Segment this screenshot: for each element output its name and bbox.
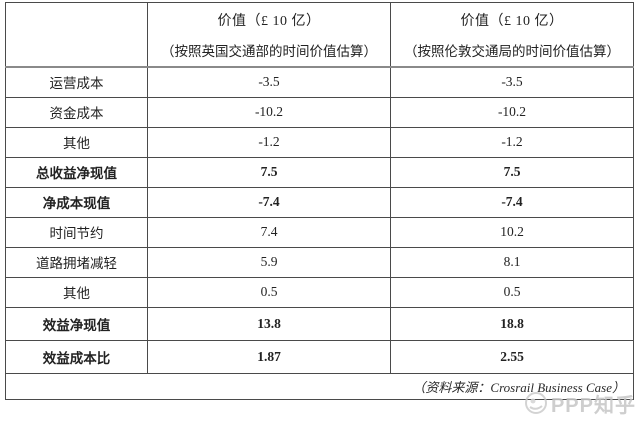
table-header-row: 价值（£ 10 亿） （按照英国交通部的时间价值估算） 价值（£ 10 亿） （…: [5, 2, 634, 68]
row-value-dft: 7.4: [147, 216, 391, 248]
row-value-tfl: -1.2: [390, 126, 634, 158]
row-value-tfl: 0.5: [390, 276, 634, 308]
row-label: 效益成本比: [5, 339, 148, 374]
row-value-dft: -3.5: [147, 66, 391, 98]
row-value-tfl: 2.55: [390, 339, 634, 374]
row-label: 净成本现值: [5, 186, 148, 218]
row-value-dft: 1.87: [147, 339, 391, 374]
header-dft-subtitle: （按照英国交通部的时间价值估算）: [161, 43, 377, 59]
row-value-dft: 0.5: [147, 276, 391, 308]
header-dft-column: 价值（£ 10 亿） （按照英国交通部的时间价值估算）: [147, 2, 391, 68]
header-tfl-subtitle: （按照伦敦交通局的时间价值估算）: [404, 43, 620, 59]
table-row: 道路拥堵减轻 5.9 8.1: [5, 246, 634, 278]
row-label: 其他: [5, 126, 148, 158]
cost-benefit-table: 价值（£ 10 亿） （按照英国交通部的时间价值估算） 价值（£ 10 亿） （…: [5, 2, 634, 400]
table-row: 效益净现值 13.8 18.8: [5, 306, 634, 341]
row-value-tfl: 7.5: [390, 156, 634, 188]
row-value-dft: -1.2: [147, 126, 391, 158]
row-label: 道路拥堵减轻: [5, 246, 148, 278]
table-row: 时间节约 7.4 10.2: [5, 216, 634, 248]
header-tfl-column: 价值（£ 10 亿） （按照伦敦交通局的时间价值估算）: [390, 2, 634, 68]
table-row: 其他 0.5 0.5: [5, 276, 634, 308]
row-value-dft: 5.9: [147, 246, 391, 278]
table-row: 总收益净现值 7.5 7.5: [5, 156, 634, 188]
row-value-tfl: -7.4: [390, 186, 634, 218]
table-row: 效益成本比 1.87 2.55: [5, 339, 634, 374]
row-value-dft: -10.2: [147, 96, 391, 128]
row-label: 其他: [5, 276, 148, 308]
row-label: 运营成本: [5, 66, 148, 98]
row-value-tfl: 10.2: [390, 216, 634, 248]
row-label: 资金成本: [5, 96, 148, 128]
row-label: 总收益净现值: [5, 156, 148, 188]
watermark-text: PPP知乎: [550, 394, 636, 417]
row-value-tfl: -10.2: [390, 96, 634, 128]
table-row: 运营成本 -3.5 -3.5: [5, 66, 634, 98]
table-row: 资金成本 -10.2 -10.2: [5, 96, 634, 128]
watermark-logo-icon: [524, 391, 548, 420]
row-value-tfl: 8.1: [390, 246, 634, 278]
header-corner-cell: [5, 2, 148, 68]
row-label: 时间节约: [5, 216, 148, 248]
table-row: 净成本现值 -7.4 -7.4: [5, 186, 634, 218]
table-row: 其他 -1.2 -1.2: [5, 126, 634, 158]
ppp-zhihu-watermark: PPP知乎: [524, 391, 636, 420]
row-value-dft: 13.8: [147, 306, 391, 341]
row-value-dft: 7.5: [147, 156, 391, 188]
row-value-dft: -7.4: [147, 186, 391, 218]
row-value-tfl: 18.8: [390, 306, 634, 341]
row-label: 效益净现值: [5, 306, 148, 341]
header-dft-title: 价值（£ 10 亿）: [217, 13, 321, 29]
row-value-tfl: -3.5: [390, 66, 634, 98]
header-tfl-title: 价值（£ 10 亿）: [460, 13, 564, 29]
